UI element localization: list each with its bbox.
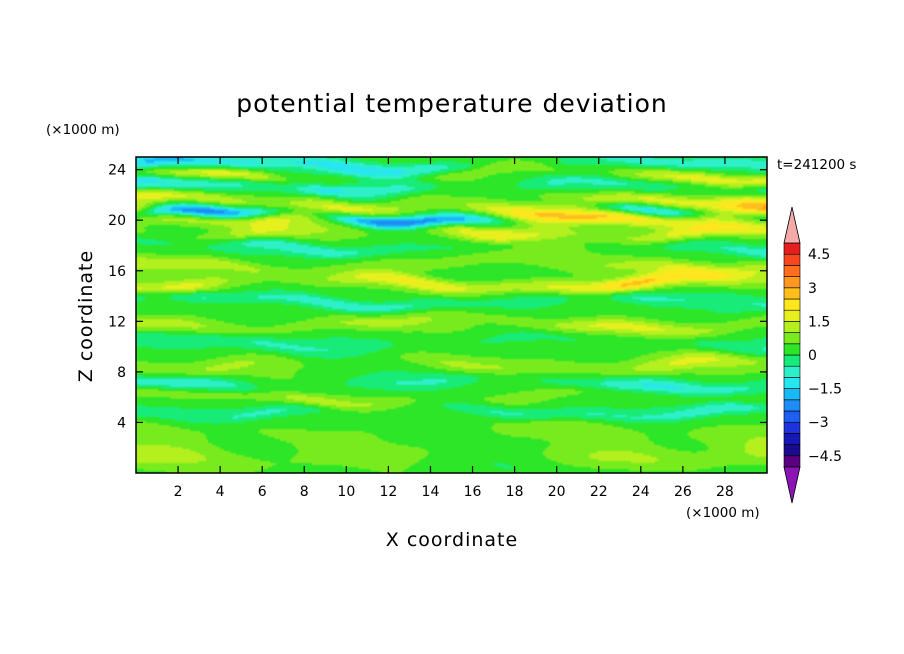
colorbar-swatch	[783, 455, 801, 468]
y-tick-label: 12	[108, 314, 126, 330]
x-tick-label: 16	[464, 484, 482, 500]
x-tick-label: 26	[674, 484, 692, 500]
colorbar-swatch	[783, 332, 801, 345]
colorbar: 4.5 3 1.5 0 −1.5 −3 −4.5	[783, 206, 842, 504]
y-axis-label: Z coordinate	[75, 250, 97, 382]
colorbar-swatch	[783, 410, 801, 423]
y-axis: 4 8 12 16 20 24	[108, 163, 767, 431]
colorbar-swatch	[783, 309, 801, 322]
chart-title: potential temperature deviation	[236, 89, 667, 118]
colorbar-label: 0	[808, 348, 817, 364]
x-tick-label: 22	[590, 484, 608, 500]
x-axis-label: X coordinate	[386, 529, 518, 551]
x-unit-label: (×1000 m)	[686, 505, 760, 521]
colorbar-swatch	[783, 377, 801, 389]
colorbar-label: −3	[808, 415, 829, 431]
colorbar-swatch	[783, 421, 801, 434]
colorbar-swatch	[783, 242, 801, 255]
y-tick-label: 16	[108, 264, 126, 280]
colorbar-under-arrow	[783, 466, 801, 504]
x-axis: 2 4 6 8 10 12 14 16 18 20 22 24 26 28	[174, 157, 734, 500]
colorbar-swatch	[783, 343, 801, 356]
time-label: t=241200 s	[777, 157, 856, 173]
colorbar-label: 3	[808, 281, 817, 297]
x-tick-label: 20	[548, 484, 566, 500]
plot-area	[135, 156, 768, 474]
colorbar-swatch	[783, 265, 801, 277]
colorbar-swatch	[783, 287, 801, 300]
colorbar-over-arrow	[783, 206, 801, 244]
x-tick-label: 8	[300, 484, 309, 500]
colorbar-swatch	[783, 399, 801, 412]
colorbar-swatch	[783, 433, 801, 445]
y-unit-label: (×1000 m)	[46, 122, 120, 138]
plot-frame	[135, 156, 768, 474]
colorbar-swatch	[783, 365, 801, 378]
y-tick-label: 8	[117, 365, 126, 381]
y-tick-label: 4	[117, 415, 126, 431]
colorbar-label: 1.5	[808, 314, 830, 330]
colorbar-swatch	[783, 388, 801, 401]
colorbar-label: −1.5	[808, 382, 842, 398]
x-tick-label: 2	[174, 484, 183, 500]
colorbar-swatch	[783, 276, 801, 289]
colorbar-swatch	[783, 444, 801, 457]
x-tick-label: 4	[216, 484, 225, 500]
x-tick-label: 28	[716, 484, 734, 500]
y-tick-label: 20	[108, 213, 126, 229]
colorbar-label: 4.5	[808, 247, 830, 263]
colorbar-swatch	[783, 354, 801, 367]
x-tick-label: 18	[506, 484, 524, 500]
x-tick-label: 24	[632, 484, 650, 500]
colorbar-swatch	[783, 321, 801, 333]
colorbar-swatch	[783, 253, 801, 266]
colorbar-swatch	[783, 298, 801, 311]
x-tick-label: 10	[337, 484, 355, 500]
colorbar-label: −4.5	[808, 449, 842, 465]
x-tick-label: 14	[422, 484, 440, 500]
x-tick-label: 6	[258, 484, 267, 500]
temperature-field	[136, 157, 767, 473]
x-tick-label: 12	[379, 484, 397, 500]
y-tick-label: 24	[108, 163, 126, 179]
